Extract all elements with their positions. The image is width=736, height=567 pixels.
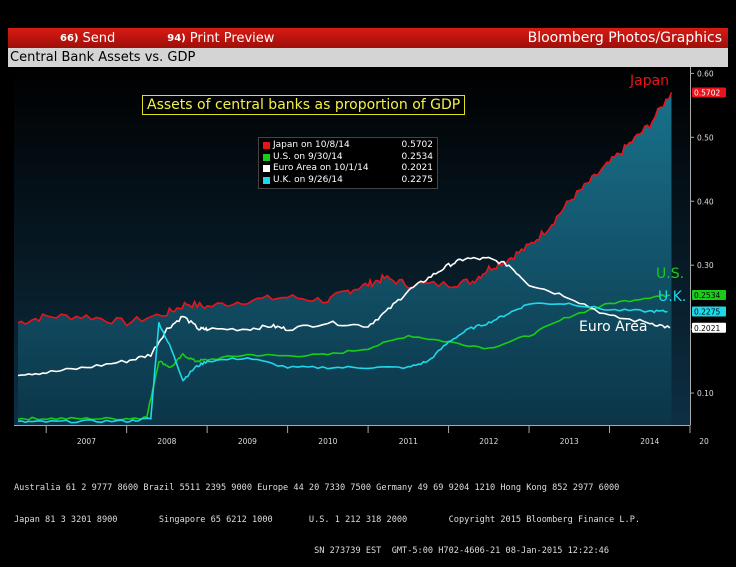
x-tick-label: 2012	[479, 437, 498, 446]
legend-label: U.K. on 9/26/14	[273, 174, 343, 185]
x-tick-label: 2009	[238, 437, 257, 446]
legend-item: U.K. on 9/26/14 0.2275	[263, 175, 433, 187]
legend-swatch	[263, 176, 270, 184]
series-line-japan	[17, 92, 673, 327]
chart-legend: Japan on 10/8/14 0.5702 U.S. on 9/30/14 0.2…	[258, 137, 438, 189]
legend-value: 0.2534	[401, 151, 434, 162]
legend-item: U.S. on 9/30/14 0.2534	[263, 152, 433, 164]
footer-line-3: SN 273739 EST GMT-5:00 H702-4606-21 08-J…	[14, 546, 609, 556]
y-tick-label: 0.40	[697, 197, 714, 206]
print-label: Print Preview	[189, 30, 275, 46]
x-tick-label: 20	[699, 437, 709, 446]
value-badge-text-euro: 0.2021	[694, 324, 720, 333]
x-tick-label: 2007	[77, 437, 96, 446]
legend-label: U.S. on 9/30/14	[273, 151, 343, 162]
series-line-euro	[17, 256, 671, 377]
chart-title: Assets of central banks as proportion of…	[142, 95, 466, 115]
series-line-uk	[17, 302, 668, 424]
annotation-uk: U.K.	[658, 289, 686, 305]
y-tick-label: 0.60	[697, 69, 714, 78]
x-tick-label: 2014	[640, 437, 659, 446]
brand-label: Bloomberg Photos/Graphics	[527, 30, 722, 46]
legend-value: 0.2021	[401, 163, 434, 173]
legend-item: Japan on 10/8/14 0.5702	[263, 140, 433, 152]
x-tick-label: 2013	[560, 437, 579, 446]
y-tick-label: 0.30	[697, 261, 714, 270]
legend-value: 0.5702	[401, 140, 434, 150]
page-subtitle: Central Bank Assets vs. GDP	[8, 48, 728, 67]
annotation-us: U.S.	[656, 266, 684, 282]
value-badge-euro	[692, 322, 726, 333]
legend-swatch	[263, 142, 270, 150]
footer-contacts: Australia 61 2 9777 8600 Brazil 5511 239…	[14, 462, 728, 567]
annotation-japan: Japan	[629, 73, 669, 89]
x-tick-label: 2011	[399, 437, 418, 446]
print-preview-button[interactable]: 94) Print Preview	[167, 31, 274, 46]
footer-line-2: Japan 81 3 3201 8900 Singapore 65 6212 1…	[14, 514, 641, 525]
legend-label: Euro Area on 10/1/14	[273, 163, 369, 173]
legend-value: 0.2275	[401, 174, 434, 185]
chart-svg: 0.100.200.300.400.500.602007200820092010…	[14, 67, 726, 446]
toolbar: 66) Send 94) Print Preview Bloomberg Pho…	[8, 28, 728, 48]
y-tick-label: 0.10	[697, 389, 714, 398]
value-badge-uk	[692, 306, 726, 317]
x-tick-label: 2008	[157, 437, 176, 446]
value-badge-text-uk: 0.2275	[694, 308, 720, 317]
y-tick-label: 0.50	[697, 133, 714, 142]
legend-swatch	[263, 153, 270, 161]
value-badge-text-us: 0.2534	[694, 291, 720, 300]
print-shortcut: 94)	[167, 32, 186, 44]
send-button[interactable]: 66) Send	[60, 31, 115, 46]
x-tick-label: 2010	[318, 437, 337, 446]
value-badge-text-japan: 0.5702	[694, 88, 720, 97]
chart-area: 0.100.200.300.400.500.602007200820092010…	[14, 67, 728, 449]
legend-swatch	[263, 165, 270, 173]
footer-line-1: Australia 61 2 9777 8600 Brazil 5511 239…	[14, 483, 620, 493]
value-badge-us	[692, 289, 726, 300]
legend-item: Euro Area on 10/1/14 0.2021	[263, 163, 433, 175]
legend-label: Japan on 10/8/14	[273, 140, 350, 150]
send-label: Send	[82, 30, 116, 46]
series-line-us	[17, 293, 671, 421]
send-shortcut: 66)	[60, 32, 79, 44]
value-badge-japan	[692, 87, 726, 98]
annotation-euro: Euro Area	[579, 319, 647, 335]
